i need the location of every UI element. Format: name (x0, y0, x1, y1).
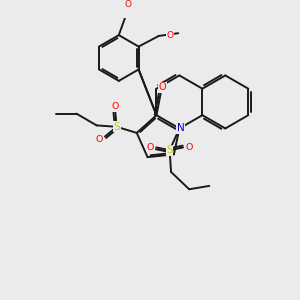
Text: O: O (96, 135, 103, 144)
Text: O: O (167, 31, 174, 40)
Text: O: O (124, 1, 131, 10)
Text: O: O (112, 102, 119, 111)
Text: O: O (146, 143, 154, 152)
Text: S: S (166, 145, 173, 155)
Text: S: S (113, 122, 120, 132)
Text: O: O (185, 143, 193, 152)
Text: N: N (177, 123, 185, 134)
Text: O: O (158, 82, 166, 92)
